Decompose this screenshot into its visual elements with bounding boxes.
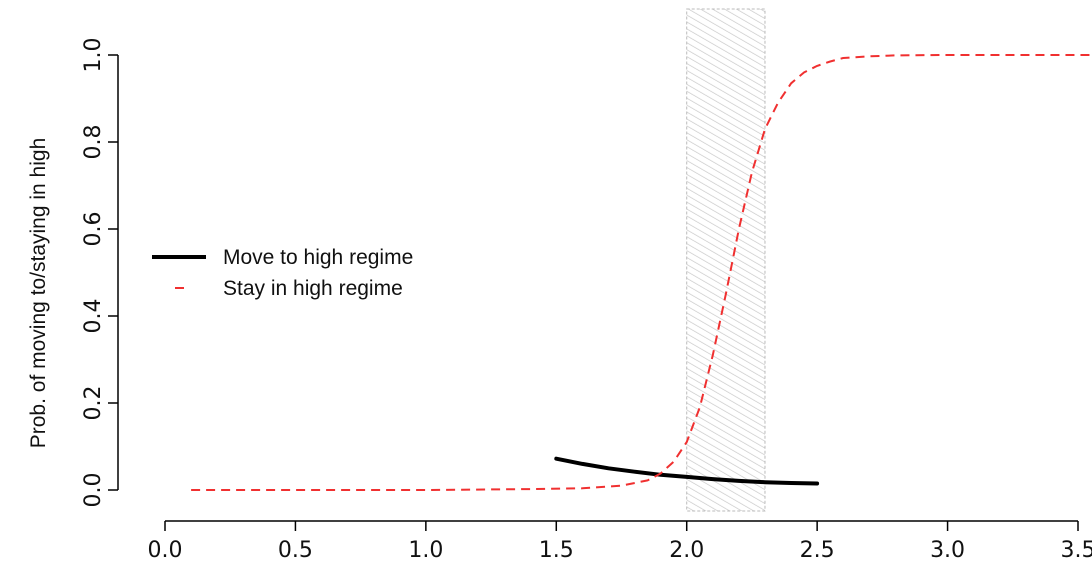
shaded-band	[686, 8, 766, 512]
series-layer	[191, 54, 1091, 491]
shaded-band-layer	[686, 8, 766, 512]
x-tick-label: 0.0	[148, 538, 183, 563]
x-tick-label: 3.5	[1061, 538, 1092, 563]
x-tick-label: 2.0	[669, 538, 704, 563]
y-tick-label: 0.0	[81, 473, 106, 508]
y-tick-label: 0.6	[81, 212, 106, 247]
y-tick-label: 0.4	[81, 299, 106, 334]
x-tick-label: 1.0	[408, 538, 443, 563]
legend-label-move-to-high: Move to high regime	[223, 246, 413, 269]
y-axis-title: Prob. of moving to/staying in high	[27, 138, 50, 449]
axes: 0.0 0.5 1.0 1.5 2.0 2.5 3.0 3.5 0.0 0.2 0.4 0.6 0.8 1…	[81, 38, 1092, 564]
x-tick-label: 1.5	[539, 538, 574, 563]
legend: Move to high regime Stay in high regime	[152, 246, 413, 300]
y-tick-label: 1.0	[81, 38, 106, 73]
y-tick-label: 0.8	[81, 125, 106, 160]
x-tick-label: 3.0	[930, 538, 965, 563]
series-line-stay-in-high	[191, 54, 1091, 491]
x-tick-label: 2.5	[800, 538, 835, 563]
series-line-move-to-high	[554, 456, 820, 486]
legend-label-stay-in-high: Stay in high regime	[223, 277, 403, 300]
x-tick-label: 0.5	[278, 538, 313, 563]
y-tick-label: 0.2	[81, 386, 106, 421]
